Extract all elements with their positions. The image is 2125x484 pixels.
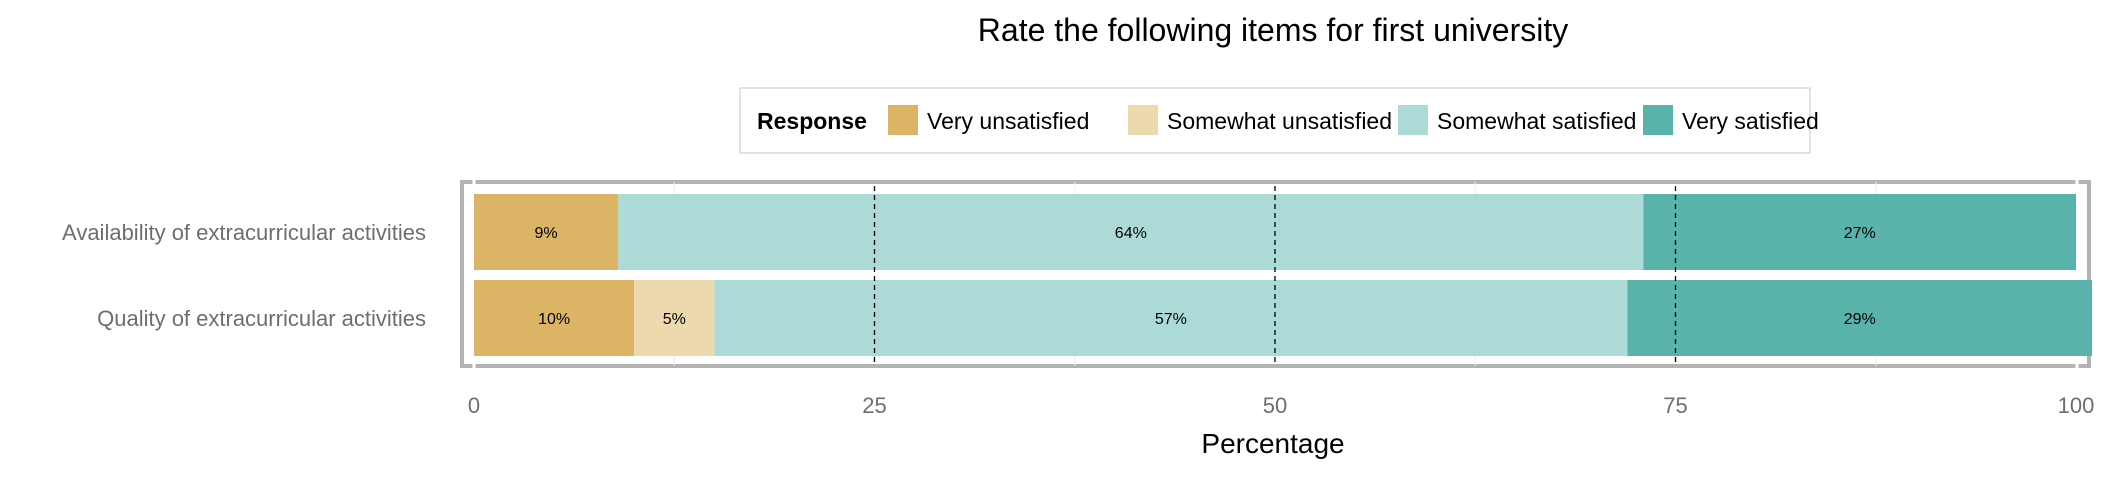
- bar-segment: [1627, 280, 2093, 356]
- legend-entry-label: Very unsatisfied: [927, 108, 1089, 134]
- data-label: 29%: [1844, 311, 1876, 328]
- x-tick-label: 75: [1663, 393, 1687, 418]
- x-tick-label: 25: [862, 393, 886, 418]
- legend-box: [739, 87, 1811, 154]
- x-tick-label: 0: [468, 393, 480, 418]
- data-label: 57%: [1155, 311, 1187, 328]
- bar-segment: [634, 280, 715, 356]
- legend-entry-label: Somewhat satisfied: [1437, 108, 1636, 134]
- bar-segment: [474, 194, 619, 270]
- category-label: Quality of extracurricular activities: [97, 306, 426, 331]
- legend-title: Response: [757, 108, 867, 134]
- plot-frame: [460, 180, 2091, 368]
- plot-area: 9% 64% 27% Availability of extracurricular …: [62, 180, 2094, 418]
- legend-swatch: [1643, 105, 1673, 135]
- legend-entry-label: Somewhat unsatisfied: [1167, 108, 1392, 134]
- bar-segment: [714, 280, 1628, 356]
- data-label: 64%: [1115, 225, 1147, 242]
- chart-title: Rate the following items for first unive…: [978, 12, 1568, 48]
- legend-swatch: [1398, 105, 1428, 135]
- bar-segment: [1643, 194, 2076, 270]
- data-label: 5%: [663, 311, 686, 328]
- data-label: 9%: [535, 225, 558, 242]
- legend-swatch: [1128, 105, 1158, 135]
- bar-segment: [618, 194, 1644, 270]
- legend-swatch: [888, 105, 918, 135]
- data-label: 10%: [538, 311, 570, 328]
- x-tick-label: 100: [2058, 393, 2095, 418]
- x-axis-title: Percentage: [1201, 428, 1344, 459]
- x-tick-label: 50: [1263, 393, 1287, 418]
- category-label: Availability of extracurricular activiti…: [62, 220, 426, 245]
- legend: Response Very unsatisfied Somewhat unsati…: [739, 87, 1819, 154]
- bar-segment: [474, 280, 635, 356]
- data-label: 27%: [1844, 225, 1876, 242]
- legend-entry-label: Very satisfied: [1682, 108, 1819, 134]
